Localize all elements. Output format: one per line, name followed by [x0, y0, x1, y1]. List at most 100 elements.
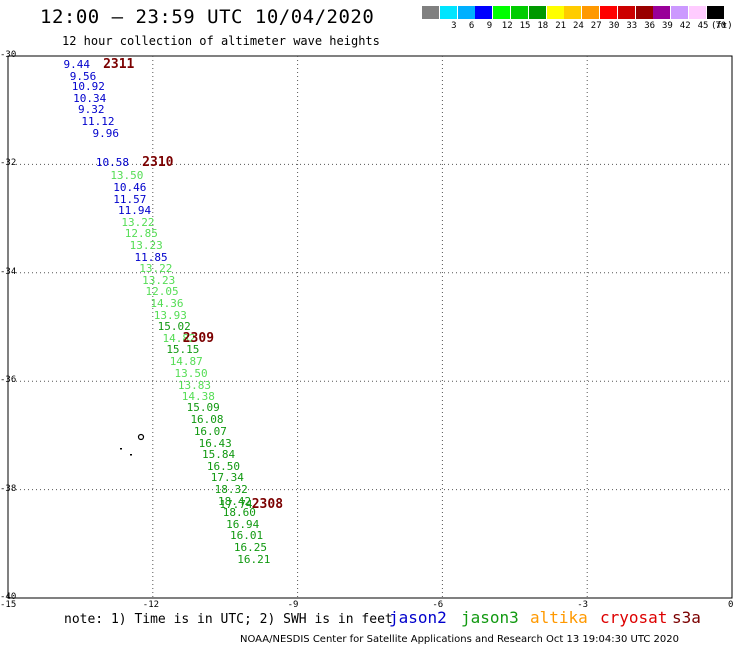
wave-height-value: 10.46 [113, 180, 147, 194]
legend-swatch [439, 6, 457, 19]
track-id-label: 2311 [103, 57, 135, 73]
wave-height-value: 16.25 [233, 541, 267, 555]
legend-swatch [493, 6, 511, 19]
legend-label: 30 [608, 21, 620, 31]
wave-height-value: 11.85 [134, 250, 168, 264]
wave-height-value: 12.05 [145, 285, 179, 299]
legend-label: 70 [715, 21, 727, 31]
wave-height-value: 9.56 [69, 69, 97, 83]
legend-swatch [475, 6, 493, 19]
satellite-name-s3a: s3a [672, 608, 701, 627]
page-title: 12:00 – 23:59 UTC 10/04/2020 [40, 6, 375, 28]
wave-height-value: 9.96 [92, 126, 119, 140]
map-frame [7, 55, 733, 599]
wave-height-value: 16.94 [226, 517, 260, 531]
wave-height-value: 17.34 [210, 471, 244, 485]
wave-height-value: 13.23 [142, 273, 176, 287]
wave-height-value: 14.82 [162, 331, 196, 345]
wave-height-value: 16.21 [237, 552, 271, 566]
legend-swatch [635, 6, 653, 19]
lon-tick-label: -12 [142, 600, 160, 610]
wave-height-value: 15.09 [186, 401, 220, 415]
wave-height-value: 15.84 [202, 447, 236, 461]
legend-unit: (ft) [711, 21, 733, 31]
legend-swatch [706, 6, 724, 19]
legend-swatch [617, 6, 635, 19]
lat-tick-label: -36 [0, 375, 17, 386]
track-id-label: 2309 [182, 330, 215, 346]
legend-label: 27 [590, 21, 602, 31]
lon-tick-label: 0 [728, 600, 734, 610]
legend-label: 6 [468, 21, 475, 31]
wave-height-value: 11.57 [113, 192, 147, 206]
wave-height-value: 13.22 [139, 262, 173, 275]
wave-height-value: 17.74 [219, 497, 253, 511]
wave-height-value: 18.32 [214, 482, 248, 496]
legend-label: 39 [662, 21, 673, 31]
lon-tick-label: -9 [287, 600, 299, 610]
satellite-name-altika: altika [530, 608, 588, 627]
legend-swatch [600, 6, 617, 19]
lat-tick-label: -32 [0, 158, 17, 169]
islet-mark [130, 454, 132, 456]
wave-height-value: 14.87 [169, 355, 203, 369]
legend-label: 36 [644, 21, 656, 31]
legend-label: 33 [626, 21, 638, 31]
legend-swatch [689, 6, 706, 19]
wave-height-value: 9.32 [77, 103, 105, 117]
legend-label: 15 [519, 21, 531, 31]
legend-label: 24 [573, 21, 584, 31]
wave-height-value: 15.02 [157, 320, 191, 333]
legend-swatch [511, 6, 528, 19]
track-id-label: 2308 [251, 496, 284, 512]
wave-height-value: 13.93 [153, 308, 187, 322]
lat-tick-label: -38 [0, 483, 17, 494]
legend-swatch [457, 6, 475, 19]
satellite-name-jason2: jason2 [389, 608, 447, 627]
wave-height-value: 13.50 [174, 366, 208, 380]
wave-height-value: 13.83 [177, 378, 212, 392]
wave-height-value: 18.42 [217, 494, 252, 508]
wave-height-value: 10.34 [73, 92, 107, 106]
lat-tick-label: -40 [0, 592, 17, 602]
wave-height-value: 13.22 [121, 215, 155, 229]
wave-height-value: 18.60 [222, 505, 256, 519]
track-id-label: 2310 [142, 155, 174, 171]
wave-height-value: 14.36 [150, 297, 184, 311]
wave-height-value: 14.38 [181, 389, 215, 403]
legend-label: 42 [679, 21, 691, 31]
credit-line: NOAA/NESDIS Center for Satellite Applica… [240, 634, 679, 645]
legend-swatch [422, 6, 439, 19]
legend-label: 12 [501, 21, 513, 31]
legend-label: 45 [697, 21, 709, 31]
legend-label: 9 [486, 21, 493, 31]
legend-label: 3 [451, 21, 457, 31]
footnote: note: 1) Time is in UTC; 2) SWH is in fe… [64, 612, 393, 627]
lat-tick-label: -30 [0, 50, 17, 60]
lat-tick-label: -34 [0, 266, 17, 277]
wave-height-value: 13.23 [129, 238, 163, 252]
legend-label: 21 [555, 21, 567, 31]
lon-tick-label: -3 [577, 600, 589, 610]
wave-height-value: 13.50 [110, 169, 144, 183]
islet-mark [120, 448, 122, 450]
wave-height-value: 15.15 [166, 343, 200, 357]
island-outline [137, 433, 145, 441]
legend-swatch [653, 6, 671, 19]
legend-swatch [564, 6, 582, 19]
wave-height-value: 11.12 [81, 115, 115, 129]
wave-height-value: 16.43 [198, 436, 232, 450]
lon-tick-label: -15 [0, 600, 17, 610]
legend-swatch [546, 6, 564, 19]
legend-swatch [671, 6, 689, 19]
wave-height-value: 12.85 [124, 227, 158, 241]
wave-height-value: 16.50 [206, 459, 240, 473]
wave-height-value: 11.94 [118, 204, 152, 217]
lon-tick-label: -6 [432, 600, 444, 610]
legend-swatch [528, 6, 546, 19]
wave-height-value: 10.58 [95, 156, 129, 170]
satellite-name-cryosat: cryosat [600, 608, 668, 627]
wave-height-value: 16.01 [230, 529, 264, 543]
page-subtitle: 12 hour collection of altimeter wave hei… [62, 34, 380, 48]
